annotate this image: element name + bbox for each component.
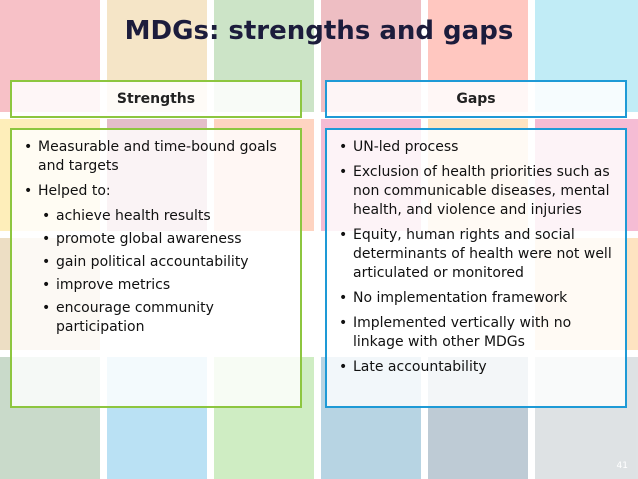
bullet-item: Equity, human rights and social determin… [339,226,617,283]
bullet-item: Exclusion of health priorities such as n… [339,163,617,220]
column-box: UN-led process Exclusion of health priori… [325,128,627,408]
bullet-item: Helped to: achieve health results promote … [24,182,292,337]
sub-item: promote global awareness [38,230,292,249]
bullet-text: UN-led process [353,139,459,155]
bullet-text: No implementation framework [353,290,568,306]
slide-number: 41 [616,461,628,471]
bullet-text: Late accountability [353,359,487,375]
column-header: Strengths [10,80,302,118]
sub-list: achieve health results promote global awa… [38,207,292,337]
bullet-item: UN-led process [339,138,617,157]
bullet-list: UN-led process Exclusion of health priori… [339,138,617,377]
bullet-text: Measurable and time-bound goals and targ… [38,139,277,174]
slide-title: MDGs: strengths and gaps [124,16,514,46]
bullet-item: Measurable and time-bound goals and targ… [24,138,292,176]
sub-item: encourage community participation [38,299,292,337]
bullet-text: Exclusion of health priorities such as n… [353,164,610,218]
column-header: Gaps [325,80,627,118]
bullet-list: Measurable and time-bound goals and targ… [24,138,292,337]
bullet-text: Equity, human rights and social determin… [353,227,612,281]
bullet-item: Implemented vertically with no linkage w… [339,314,617,352]
column-box: Measurable and time-bound goals and targ… [10,128,302,408]
sub-item: achieve health results [38,207,292,226]
sub-item: gain political accountability [38,253,292,272]
sub-item: improve metrics [38,276,292,295]
bullet-text: Implemented vertically with no linkage w… [353,315,572,350]
bullet-item: No implementation framework [339,289,617,308]
bullet-item: Late accountability [339,358,617,377]
bullet-text: Helped to: [38,183,111,199]
